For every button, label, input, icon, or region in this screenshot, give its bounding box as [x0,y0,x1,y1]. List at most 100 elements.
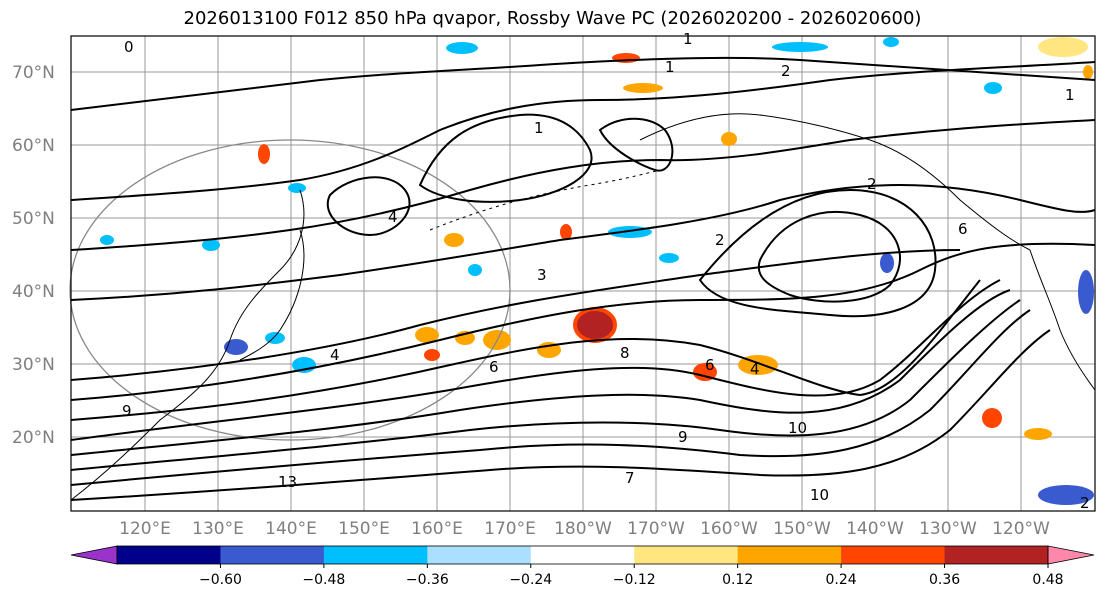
lat-label: 30°N [12,355,55,375]
coastline-asia [70,189,305,501]
anomaly-patch-positive [1038,37,1088,57]
anomaly-patch-positive [415,327,439,343]
anomaly-patch-negative [100,235,114,245]
contour-label: 6 [958,220,968,238]
colorbar-tick-label: 0.12 [722,572,753,588]
contour-label: 3 [537,266,547,284]
colorbar-tick-label: −0.12 [613,572,656,588]
contour-label: 4 [388,208,398,226]
contour-line [70,184,1096,301]
contour-label: 7 [625,469,635,487]
anomaly-patch-positive [1024,428,1052,440]
latitude-axis: 70°N 60°N 50°N 40°N 30°N 20°N [12,63,55,448]
contour-label: 10 [788,419,807,437]
contour-label: 2 [715,231,725,249]
colorbar-segment [737,546,842,564]
anomaly-patch-negative [772,42,828,52]
contour-label: 2 [867,175,877,193]
coastline-alaska [639,113,1031,251]
anomaly-patch-positive [623,83,663,93]
lat-label: 40°N [12,282,55,302]
contour-label: 9 [678,428,688,446]
longitude-axis: 120°E 130°E 140°E 150°E 160°E 170°E 180°W 170°W… [119,519,1050,539]
colorbar-tick-label: −0.24 [509,572,552,588]
anomaly-patch-positive [258,144,270,164]
contour-label: 13 [278,473,297,491]
contour-label: 9 [122,402,132,420]
anomaly-patch-positive [560,224,572,240]
contour-line [70,249,961,381]
contour-line [598,117,674,172]
contour-label: 8 [620,344,630,362]
map-title: 2026013100 F012 850 hPa qvapor, Rossby W… [183,8,922,29]
colorbar-tick-label: 0.36 [929,572,960,588]
contour-label: 1 [534,119,544,137]
lat-label: 70°N [12,63,55,83]
contour-line [70,299,1021,471]
anomaly-patch-negative [883,37,899,47]
lon-label: 170°E [484,519,536,539]
contour-label: 4 [750,360,760,378]
lon-label: 130°W [919,519,977,539]
anomaly-patch-positive [444,233,464,247]
colorbar-tick-label: 0.48 [1032,572,1063,588]
colorbar-segment [427,546,532,564]
contour-label: 6 [705,356,715,374]
colorbar-extend-min [70,545,118,565]
contour-line [757,211,901,303]
lon-label: 150°W [773,519,831,539]
contour-line [70,242,1096,401]
contour-line [70,279,981,421]
contour-line [326,176,411,237]
lon-label: 120°E [119,519,171,539]
colorbar-extend-max [1047,545,1095,565]
colorbar-tick-label: −0.36 [406,572,449,588]
contour-label: 2 [1080,494,1090,512]
lon-label: 170°W [627,519,685,539]
anomaly-patch-negative [659,253,679,263]
contour-labels: 1 2 0 4 6 9 2 1 3 8 6 9 10 2 1 13 4 7 6 … [122,30,1090,512]
contour-line [70,309,1031,486]
colorbar-segment [944,546,1049,564]
contour-line [70,289,1011,456]
contour-label: 6 [489,358,499,376]
colorbar-frame [116,545,1049,565]
lon-label: 120°W [992,519,1050,539]
coastlines [70,113,1096,501]
anomaly-patch-negative [880,253,894,273]
contour-line [698,188,937,318]
contour-label: 10 [810,486,829,504]
anomaly-patch-negative [984,82,1002,94]
lon-label: 130°E [192,519,244,539]
anomaly-patch-negative [202,239,220,251]
lat-label: 60°N [12,136,55,156]
contour-line [70,279,1001,441]
colorbar-segment [117,546,221,564]
anomaly-patch-positive [721,132,737,146]
colorbar-segment [841,546,946,564]
lon-label: 160°W [700,519,758,539]
contour-line [70,329,1051,501]
lat-label: 20°N [12,428,55,448]
anomaly-patch-positive [693,363,717,381]
contour-label: 2 [781,62,791,80]
anomaly-patch-negative [1038,485,1094,505]
anomaly-patch-negative [1078,270,1094,314]
colorbar-tick-label: 0.24 [826,572,857,588]
contour-label: 1 [683,30,693,48]
coastline-japan [239,229,305,361]
contour-label: 4 [330,346,340,364]
anomaly-patch-positive [573,307,617,343]
anomaly-patch-positive [424,349,440,361]
colorbar-segment [530,546,635,564]
contour-line [70,56,1096,111]
contour-lines [70,56,1096,501]
lon-label: 180°W [554,519,612,539]
anomaly-patch-negative [446,42,478,54]
colorbar-tick-label: −0.48 [302,572,345,588]
anomaly-patch-negative [224,339,248,355]
contour-line [70,119,1096,251]
contour-line [418,113,593,203]
lon-label: 160°E [411,519,463,539]
contour-label: 1 [665,58,675,76]
